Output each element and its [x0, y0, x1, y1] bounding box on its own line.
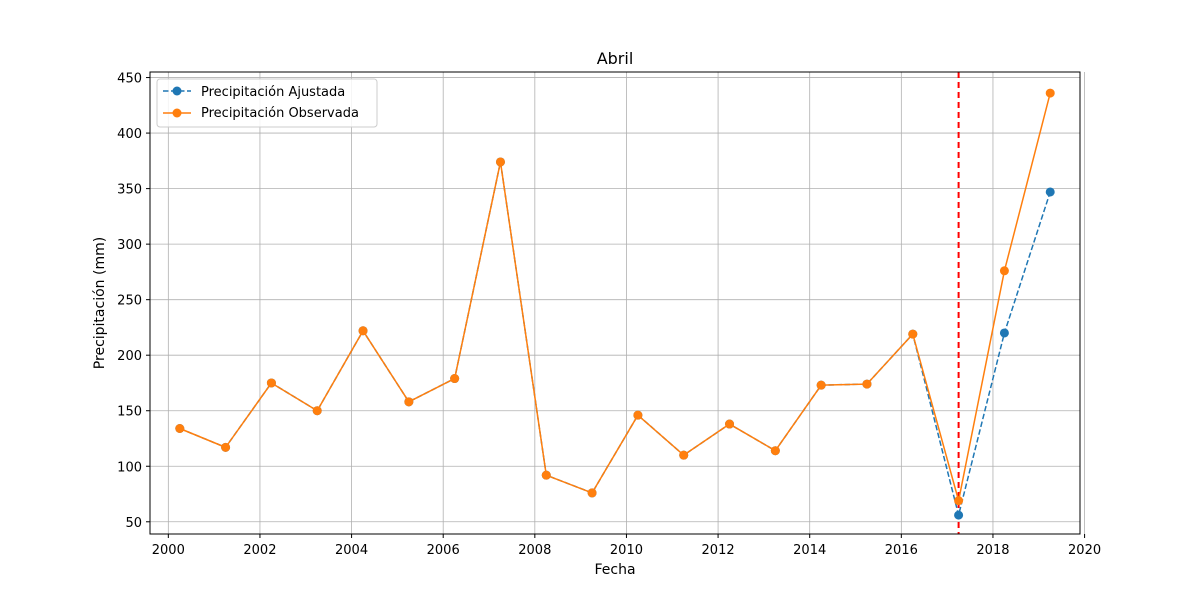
x-tick-label: 2018: [976, 543, 1009, 558]
y-tick-label: 400: [117, 127, 142, 142]
legend-label-ajustada: Precipitación Ajustada: [201, 85, 345, 100]
y-tick-label: 300: [117, 238, 142, 253]
y-tick-label: 250: [117, 294, 142, 309]
legend: Precipitación Ajustada Precipitación Obs…: [156, 78, 378, 128]
data-point: [1045, 187, 1055, 197]
data-point: [954, 496, 964, 506]
data-point: [404, 397, 414, 407]
data-point: [1045, 88, 1055, 98]
legend-box: [156, 78, 378, 128]
data-point: [541, 470, 551, 480]
data-point: [175, 423, 185, 433]
data-point: [862, 379, 872, 389]
y-axis-label: Precipitación (mm): [92, 237, 108, 369]
data-point: [954, 510, 964, 520]
x-tick-label: 2004: [335, 543, 368, 558]
y-tick-label: 200: [117, 349, 142, 364]
data-point: [908, 329, 918, 339]
x-tick-label: 2010: [610, 543, 643, 558]
x-tick-label: 2014: [793, 543, 826, 558]
legend-marker-ajustada: [172, 86, 182, 96]
x-tick-label: 2016: [885, 543, 918, 558]
data-point: [679, 450, 689, 460]
y-tick-label: 150: [117, 405, 142, 420]
data-point: [587, 488, 597, 498]
data-point: [450, 374, 460, 384]
chart-title: Abril: [597, 49, 634, 68]
x-axis-ticks: 2000 2002 2004 2006 2008 2010 2012 2014 2016 2018…: [152, 534, 1101, 558]
data-point: [221, 442, 231, 452]
legend-label-observada: Precipitación Observada: [201, 106, 359, 121]
data-point: [999, 328, 1009, 338]
data-point: [770, 446, 780, 456]
x-tick-label: 2020: [1068, 543, 1101, 558]
plot-frame: [149, 71, 1081, 535]
x-tick-label: 2000: [152, 543, 185, 558]
y-tick-label: 50: [125, 516, 142, 531]
legend-marker-observada: [172, 108, 182, 118]
series-1: [175, 88, 1055, 506]
y-axis-ticks: 50 100 150 200 250 300 350 400 450: [117, 72, 150, 531]
data-point: [358, 326, 368, 336]
grid: [150, 72, 1085, 534]
data-point: [816, 380, 826, 390]
x-tick-label: 2012: [702, 543, 735, 558]
data-point: [266, 378, 276, 388]
data-point: [495, 157, 505, 167]
x-axis-label: Fecha: [594, 562, 635, 578]
series-line: [179, 92, 1051, 502]
data-point: [725, 419, 735, 429]
x-tick-label: 2006: [427, 543, 460, 558]
y-tick-label: 450: [117, 72, 142, 87]
data-point: [999, 266, 1009, 276]
y-tick-label: 100: [117, 460, 142, 475]
data-point: [633, 410, 643, 420]
y-tick-label: 350: [117, 183, 142, 198]
data-point: [312, 406, 322, 416]
x-tick-label: 2002: [243, 543, 276, 558]
x-tick-label: 2008: [518, 543, 551, 558]
series-layer: [175, 88, 1055, 520]
